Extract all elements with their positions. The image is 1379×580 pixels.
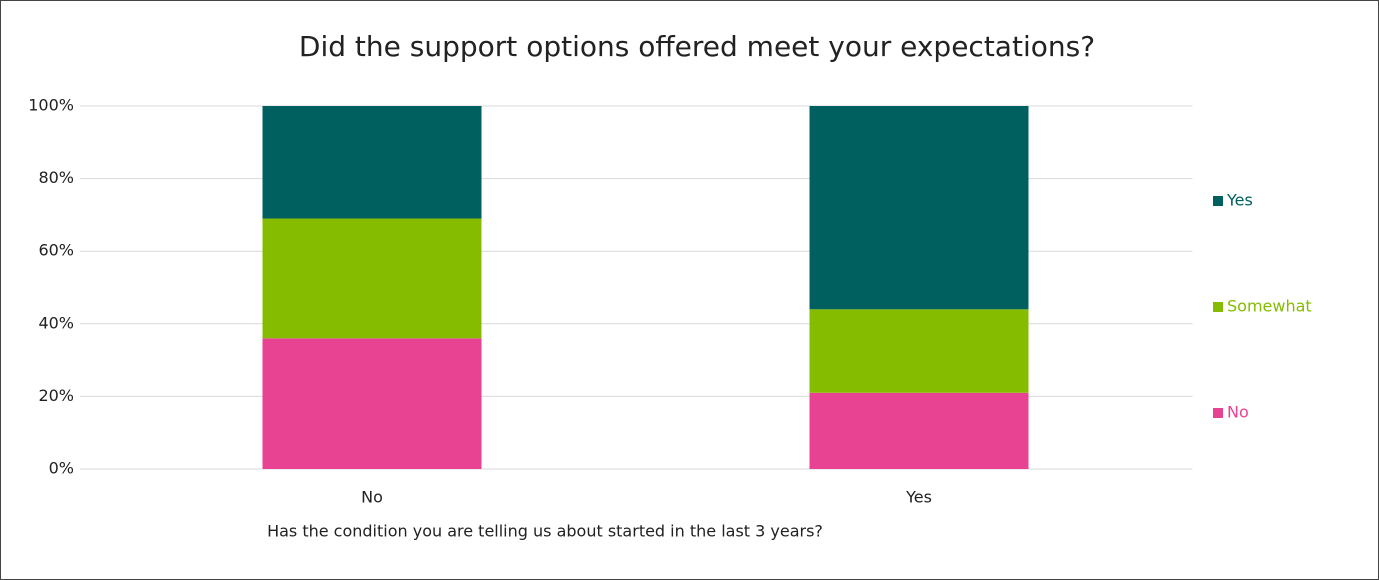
y-tick-label: 80% (38, 168, 74, 187)
bar-segment (262, 106, 482, 219)
y-tick-label: 40% (38, 313, 74, 332)
bar-segment (809, 392, 1029, 469)
y-tick-label: 60% (38, 241, 74, 260)
chart-title: Did the support options offered meet you… (299, 30, 1095, 63)
x-tick-label: No (361, 488, 383, 507)
y-tick-label: 0% (49, 459, 74, 478)
legend-swatch (1213, 196, 1223, 206)
legend-label: No (1227, 403, 1249, 422)
x-tick-label: Yes (905, 488, 932, 507)
bar-segment (262, 218, 482, 339)
legend-swatch (1213, 302, 1223, 312)
bar-segment (809, 309, 1029, 393)
x-axis-title: Has the condition you are telling us abo… (267, 522, 823, 541)
legend-swatch (1213, 408, 1223, 418)
bar-segment (809, 106, 1029, 310)
legend-label: Somewhat (1227, 297, 1312, 316)
y-tick-label: 100% (28, 96, 74, 115)
y-tick-label: 20% (38, 386, 74, 405)
legend-label: Yes (1226, 191, 1253, 210)
bar-segment (262, 338, 482, 469)
